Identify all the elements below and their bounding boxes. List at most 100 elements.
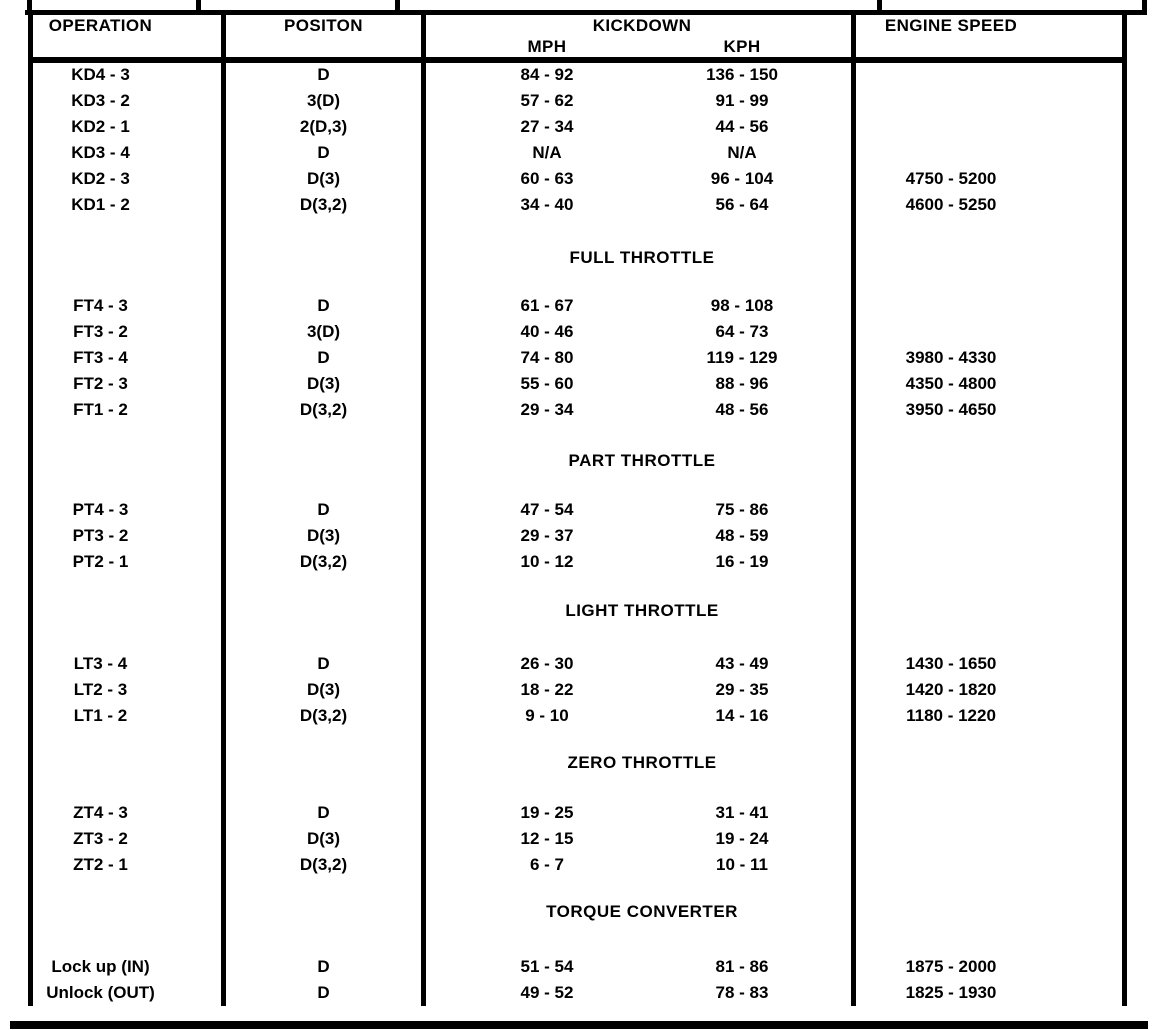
cell-position: D: [317, 348, 330, 367]
cell-operation: FT3 - 2: [73, 322, 128, 341]
cell-position: D: [317, 65, 330, 84]
crop-artifact-line: [877, 0, 882, 11]
col-header-engine-speed: ENGINE SPEED: [884, 16, 1018, 35]
section-title: ZERO THROTTLE: [567, 753, 717, 772]
column-divider-3: [851, 10, 856, 1006]
cell-kph: 119 - 129: [706, 348, 778, 367]
cell-mph: 10 - 12: [520, 552, 574, 571]
cell-position: D: [317, 296, 330, 315]
cell-mph: 57 - 62: [520, 91, 574, 110]
cell-position: D(3): [306, 374, 341, 393]
cell-position: D(3): [306, 680, 341, 699]
cell-mph: 47 - 54: [520, 500, 574, 519]
crop-artifact-line: [395, 0, 400, 11]
cell-kph: 64 - 73: [715, 322, 769, 341]
cell-position: D(3,2): [299, 706, 348, 725]
cell-position: D: [317, 654, 330, 673]
cell-kph: 98 - 108: [710, 296, 774, 315]
cell-position: D(3): [306, 526, 341, 545]
table-left-border: [28, 10, 33, 1006]
cell-mph: 55 - 60: [520, 374, 574, 393]
cell-kph: 136 - 150: [706, 65, 778, 84]
cell-engine: 3950 - 4650: [905, 400, 997, 419]
cell-kph: 48 - 59: [715, 526, 769, 545]
cell-mph: 18 - 22: [520, 680, 574, 699]
crop-artifact-line: [27, 0, 32, 11]
section-title: FULL THROTTLE: [569, 248, 715, 267]
cell-position: D(3,2): [299, 552, 348, 571]
col-header-operation: OPERATION: [48, 16, 153, 35]
cell-operation: FT3 - 4: [73, 348, 128, 367]
cell-kph: 16 - 19: [715, 552, 769, 571]
cell-engine: 4750 - 5200: [905, 169, 997, 188]
cell-mph: N/A: [532, 143, 562, 162]
page-bottom-rule: [10, 1021, 1148, 1029]
cell-engine: 3980 - 4330: [905, 348, 997, 367]
cell-position: D: [317, 957, 330, 976]
cell-operation: KD2 - 3: [71, 169, 130, 188]
section-title: TORQUE CONVERTER: [546, 902, 738, 921]
cell-kph: 48 - 56: [715, 400, 769, 419]
cell-engine: 1875 - 2000: [905, 957, 997, 976]
cell-kph: 10 - 11: [716, 855, 768, 874]
cell-engine: 1180 - 1220: [906, 706, 996, 725]
cell-mph: 9 - 10: [525, 706, 569, 725]
cell-operation: FT4 - 3: [73, 296, 128, 315]
subcol-header-mph: MPH: [527, 37, 567, 56]
cell-kph: 44 - 56: [715, 117, 769, 136]
cell-kph: 96 - 104: [710, 169, 774, 188]
cell-operation: Lock up (IN): [51, 957, 150, 976]
col-header-position: POSITON: [283, 16, 363, 35]
cell-mph: 29 - 37: [520, 526, 574, 545]
cell-operation: KD3 - 2: [71, 91, 130, 110]
col-header-kickdown: KICKDOWN: [592, 16, 692, 35]
cell-mph: 34 - 40: [520, 195, 574, 214]
cell-operation: PT3 - 2: [72, 526, 129, 545]
cell-kph: 78 - 83: [715, 983, 769, 1002]
cell-mph: 51 - 54: [520, 957, 574, 976]
cell-position: D(3,2): [299, 195, 348, 214]
cell-mph: 74 - 80: [520, 348, 574, 367]
cell-position: 3(D): [306, 322, 341, 341]
cell-kph: 14 - 16: [715, 706, 769, 725]
cell-engine: 1430 - 1650: [905, 654, 997, 673]
cell-mph: 84 - 92: [520, 65, 574, 84]
cell-mph: 19 - 25: [520, 803, 574, 822]
cell-operation: LT2 - 3: [73, 680, 128, 699]
cell-position: 3(D): [306, 91, 341, 110]
cell-operation: KD2 - 1: [71, 117, 130, 136]
cell-operation: LT1 - 2: [73, 706, 128, 725]
cell-position: D(3): [306, 829, 341, 848]
cell-operation: PT4 - 3: [72, 500, 129, 519]
cell-mph: 61 - 67: [520, 296, 574, 315]
cell-kph: 75 - 86: [715, 500, 769, 519]
cell-position: D(3): [306, 169, 341, 188]
crop-artifact-line: [1142, 0, 1147, 11]
cell-kph: 43 - 49: [715, 654, 769, 673]
section-title: PART THROTTLE: [568, 451, 716, 470]
cell-mph: 26 - 30: [520, 654, 574, 673]
cell-operation: FT1 - 2: [73, 400, 128, 419]
cell-operation: LT3 - 4: [73, 654, 128, 673]
cell-operation: ZT4 - 3: [73, 803, 128, 822]
cell-kph: 31 - 41: [715, 803, 769, 822]
cell-mph: 27 - 34: [520, 117, 574, 136]
cell-kph: 19 - 24: [715, 829, 769, 848]
cell-mph: 40 - 46: [520, 322, 574, 341]
cell-operation: FT2 - 3: [73, 374, 128, 393]
cell-operation: Unlock (OUT): [46, 983, 155, 1002]
cell-kph: 91 - 99: [715, 91, 769, 110]
cell-position: D: [317, 143, 330, 162]
table-right-border: [1122, 10, 1127, 1006]
cell-position: 2(D,3): [299, 117, 348, 136]
table-top-border: [25, 10, 1147, 15]
header-divider-line: [28, 57, 1127, 63]
column-divider-1: [221, 10, 226, 1006]
cell-mph: 12 - 15: [520, 829, 574, 848]
cell-engine: 1825 - 1930: [905, 983, 997, 1002]
cell-operation: KD1 - 2: [71, 195, 130, 214]
cell-kph: N/A: [727, 143, 757, 162]
cell-operation: KD4 - 3: [71, 65, 130, 84]
cell-operation: KD3 - 4: [71, 143, 130, 162]
column-divider-2: [421, 10, 426, 1006]
